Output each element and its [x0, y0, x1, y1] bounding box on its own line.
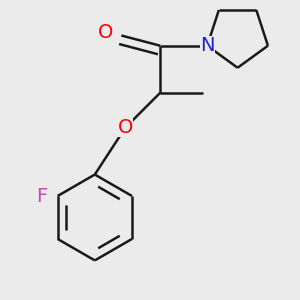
Text: N: N	[200, 36, 214, 55]
Text: O: O	[118, 118, 133, 137]
Text: O: O	[98, 23, 113, 42]
Text: F: F	[36, 187, 47, 206]
